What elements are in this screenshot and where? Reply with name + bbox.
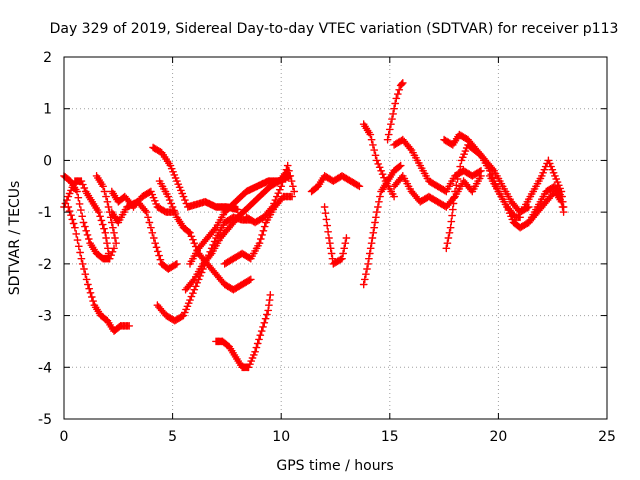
series-track-15: [307, 172, 364, 196]
y-tick-label: -3: [38, 309, 52, 325]
series-track-17: [359, 120, 398, 201]
grid-layer: [64, 57, 607, 419]
series-track-26: [524, 182, 566, 227]
x-tick-label: 15: [381, 429, 399, 445]
series-track-23: [440, 130, 533, 216]
chart-title: Day 329 of 2019, Sidereal Day-to-day VTE…: [50, 21, 619, 37]
x-tick-label: 10: [272, 429, 290, 445]
series-track-25: [520, 156, 568, 211]
series-track-4: [92, 172, 120, 248]
y-tick-label: -5: [38, 412, 52, 428]
x-tick-label: 0: [60, 429, 69, 445]
series-track-10: [181, 166, 292, 294]
series-track-14: [242, 161, 299, 227]
series-track-18: [359, 161, 405, 289]
y-tick-label: -4: [38, 360, 52, 376]
y-tick-label: 1: [43, 102, 52, 118]
y-tick-label: -1: [38, 205, 52, 221]
series-track-6: [107, 197, 181, 273]
x-axis-label: GPS time / hours: [276, 458, 393, 474]
x-tick-label: 20: [489, 429, 507, 445]
series-track-7: [149, 143, 242, 214]
series-track-11: [186, 172, 294, 268]
x-tick-label: 25: [598, 429, 616, 445]
y-tick-label: 2: [43, 50, 52, 66]
plot-frame: [63, 56, 608, 420]
x-tick-label: 5: [168, 429, 177, 445]
y-tick-label: -2: [38, 257, 52, 273]
series-track-3: [64, 203, 134, 335]
series-track-12: [212, 291, 275, 372]
series-layer: [60, 79, 568, 372]
y-tick-label: 0: [43, 153, 52, 169]
series-track-19: [383, 79, 407, 144]
series-track-21: [390, 172, 485, 211]
series-track-20: [390, 135, 485, 196]
series-track-16: [320, 203, 351, 268]
y-axis-label: SDTVAR / TECUs: [7, 181, 23, 296]
